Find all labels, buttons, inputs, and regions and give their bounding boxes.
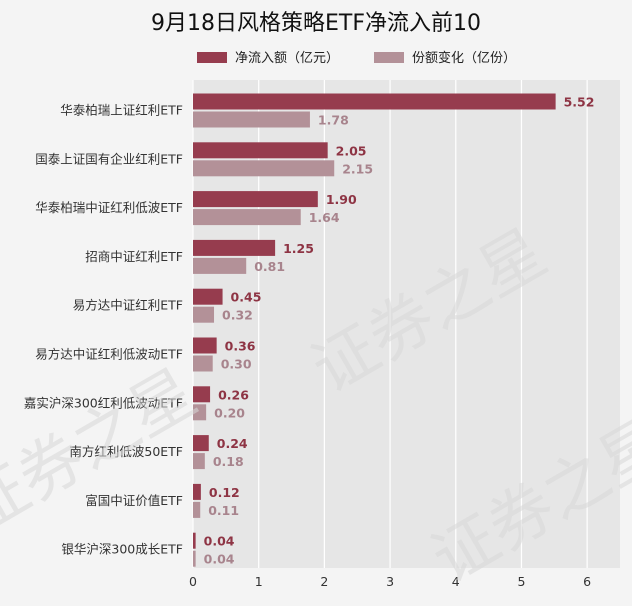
data-label-share-change: 0.11 <box>208 503 239 518</box>
category-label: 嘉实沪深300红利低波动ETF <box>24 395 183 410</box>
data-label-inflow: 0.12 <box>209 485 240 500</box>
x-tick-label: 0 <box>189 574 197 589</box>
legend-label-inflow: 净流入额（亿元） <box>235 51 339 66</box>
data-label-share-change: 0.81 <box>254 259 285 274</box>
data-label-inflow: 0.04 <box>204 534 235 549</box>
category-label: 国泰上证国有企业红利ETF <box>35 151 183 166</box>
bar-share-change <box>193 550 196 567</box>
bars: 5.52 1.78 2.05 2.15 1.90 1.64 1.25 0.81 0.45 0.32… <box>193 93 595 567</box>
category-label: 易方达中证红利低波动ETF <box>35 347 183 362</box>
bar-share-change <box>193 257 247 274</box>
bar-inflow <box>193 239 276 256</box>
x-tick-label: 6 <box>583 574 591 589</box>
bar-inflow <box>193 483 201 500</box>
x-tick-label: 4 <box>452 574 460 589</box>
data-label-share-change: 0.18 <box>213 454 244 469</box>
bar-inflow <box>193 386 211 403</box>
category-label: 富国中证价值ETF <box>85 493 183 508</box>
data-label-share-change: 0.30 <box>221 357 252 372</box>
legend: 净流入额（亿元） 份额变化（亿份） <box>197 50 516 66</box>
category-label: 易方达中证红利ETF <box>73 298 183 313</box>
bar-inflow <box>193 191 318 208</box>
bar-share-change <box>193 453 205 470</box>
data-label-share-change: 0.32 <box>222 308 253 323</box>
bar-share-change <box>193 209 301 226</box>
x-tick-label: 3 <box>386 574 394 589</box>
data-label-inflow: 0.24 <box>217 436 248 451</box>
x-tick-label: 1 <box>255 574 263 589</box>
data-label-inflow: 1.25 <box>283 241 314 256</box>
bar-share-change <box>193 404 207 421</box>
bar-share-change <box>193 355 213 372</box>
data-label-share-change: 1.64 <box>309 210 340 225</box>
bar-share-change <box>193 160 335 177</box>
data-label-inflow: 5.52 <box>564 95 595 110</box>
data-label-inflow: 0.26 <box>218 387 249 402</box>
x-axis-ticks: 0 1 2 3 4 5 6 <box>189 574 591 589</box>
legend-label-shares: 份额变化（亿份） <box>412 50 516 66</box>
bar-inflow <box>193 435 209 452</box>
chart-title: 9月18日风格策略ETF净流入前10 <box>151 11 481 36</box>
data-label-inflow: 0.36 <box>225 339 256 354</box>
bar-share-change <box>193 111 310 128</box>
data-label-share-change: 1.78 <box>318 113 349 128</box>
data-label-inflow: 1.90 <box>326 192 357 207</box>
bar-inflow <box>193 288 223 305</box>
data-label-share-change: 0.20 <box>214 405 245 420</box>
x-tick-label: 5 <box>517 574 525 589</box>
x-tick-label: 2 <box>320 574 328 589</box>
bar-inflow <box>193 532 196 549</box>
data-label-inflow: 0.45 <box>231 290 262 305</box>
category-label: 招商中证红利ETF <box>85 249 183 264</box>
data-label-share-change: 2.15 <box>342 161 373 176</box>
data-label-inflow: 2.05 <box>336 143 367 158</box>
bar-inflow <box>193 337 217 354</box>
category-label: 银华沪深300成长ETF <box>61 542 183 557</box>
category-label: 华泰柏瑞上证红利ETF <box>60 103 183 118</box>
category-label: 华泰柏瑞中证红利低波ETF <box>35 200 183 215</box>
legend-swatch-inflow <box>197 52 227 63</box>
data-label-share-change: 0.04 <box>204 552 235 567</box>
bar-inflow <box>193 142 328 159</box>
category-labels: 华泰柏瑞上证红利ETF 国泰上证国有企业红利ETF 华泰柏瑞中证红利低波ETF 招商中… <box>24 103 183 557</box>
bar-inflow <box>193 93 556 110</box>
category-label: 南方红利低波50ETF <box>69 444 183 459</box>
bar-share-change <box>193 306 215 323</box>
legend-swatch-shares <box>374 52 404 63</box>
bar-share-change <box>193 501 201 518</box>
